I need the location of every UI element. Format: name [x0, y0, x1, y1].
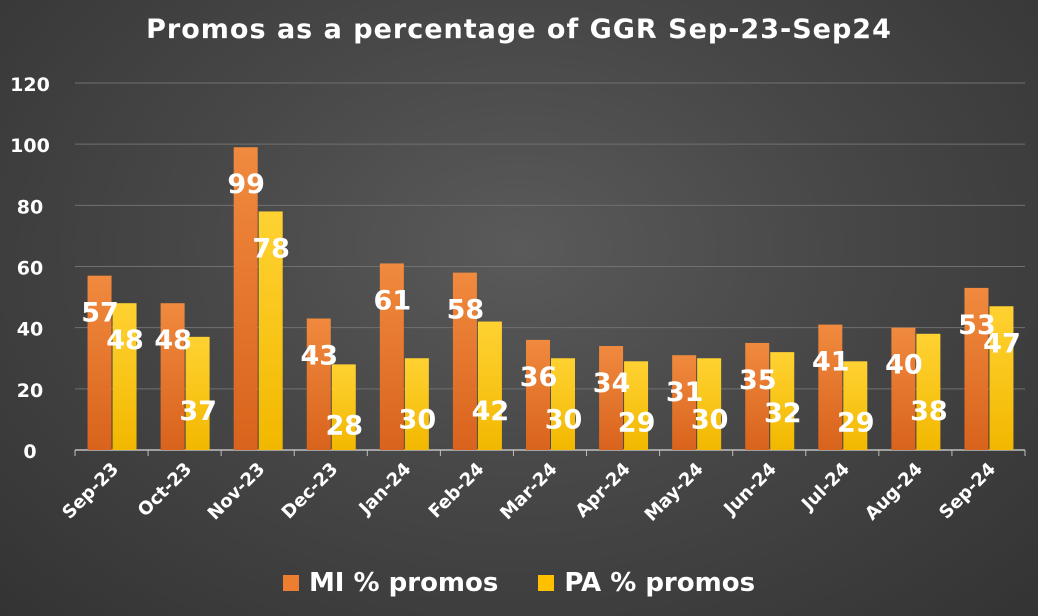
bar-pa [843, 361, 868, 450]
y-tick-label: 40 [17, 319, 43, 341]
bar-mi [87, 275, 112, 450]
x-tick-label: Apr-24 [572, 459, 635, 522]
bar-pa [258, 211, 283, 450]
data-label-mi: 34 [593, 368, 631, 399]
legend-item-mi: MI % promos [282, 568, 499, 598]
bar-pa [697, 358, 722, 450]
data-label-mi: 35 [739, 365, 777, 396]
bar-pa [916, 333, 941, 450]
data-label-pa: 38 [910, 396, 948, 427]
data-label-pa: 30 [691, 404, 729, 435]
bar-mi [891, 327, 916, 450]
y-tick-label: 120 [10, 74, 50, 96]
data-label-mi: 99 [227, 169, 265, 200]
bar-pa [770, 352, 795, 450]
legend-label-pa: PA % promos [564, 568, 756, 598]
bar-pa [185, 336, 210, 450]
x-tick-label: Jun-24 [719, 459, 781, 521]
x-tick-label: Jul-24 [796, 459, 853, 516]
legend: MI % promos PA % promos [0, 568, 1038, 598]
data-label-mi: 43 [300, 340, 338, 371]
y-tick-label: 100 [10, 135, 50, 157]
y-tick-label: 0 [23, 441, 36, 463]
data-label-pa: 30 [399, 404, 437, 435]
bar-mi [599, 346, 624, 450]
bar-mi [964, 287, 989, 450]
data-label-mi: 41 [812, 347, 850, 378]
x-tick-label: May-24 [641, 459, 708, 526]
bar-mi [452, 272, 477, 450]
bar-pa [331, 364, 356, 450]
data-label-mi: 31 [666, 377, 704, 408]
y-tick-label: 80 [17, 196, 43, 218]
data-label-pa: 29 [837, 407, 875, 438]
x-tick-label: Feb-24 [425, 459, 489, 523]
bar-pa [989, 306, 1014, 450]
x-tick-label: Oct-23 [134, 459, 196, 521]
data-label-mi: 58 [447, 295, 485, 326]
bars [87, 147, 1014, 450]
legend-swatch-pa [538, 575, 555, 591]
data-label-mi: 36 [520, 362, 558, 393]
data-label-pa: 42 [472, 396, 510, 427]
chart-title: Promos as a percentage of GGR Sep-23-Sep… [146, 14, 892, 45]
bar-pa [112, 303, 137, 450]
bar-mi [306, 318, 331, 450]
bar-mi [745, 342, 770, 450]
data-label-mi: 48 [154, 325, 192, 356]
bar-pa [477, 321, 502, 450]
data-label-pa: 29 [618, 407, 656, 438]
data-label-mi: 53 [958, 310, 996, 341]
data-label-pa: 30 [545, 404, 583, 435]
data-label-mi: 57 [81, 298, 119, 329]
x-axis-ticks: Sep-23 Oct-23 Nov-23 Dec-23 Jan-24 Feb-24 Mar-… [58, 450, 1026, 526]
data-label-pa: 28 [325, 410, 363, 441]
x-tick-label: Nov-23 [204, 459, 270, 525]
data-label-pa: 78 [252, 233, 290, 264]
data-label-mi: 61 [374, 285, 412, 316]
data-label-pa: 37 [179, 396, 217, 427]
bar-mi [379, 263, 404, 450]
y-tick-label: 20 [17, 380, 43, 402]
data-label-pa: 47 [983, 328, 1021, 359]
legend-swatch-mi [282, 575, 299, 591]
bar-pa [551, 358, 575, 450]
x-tick-label: Sep-24 [935, 459, 1000, 524]
y-axis-ticks: 0 20 40 60 80 100 120 [10, 74, 50, 463]
x-tick-label: Dec-23 [278, 459, 343, 524]
x-tick-label: Mar-24 [496, 459, 561, 524]
bar-mi [526, 339, 550, 450]
bar-mi [160, 303, 185, 450]
y-tick-label: 60 [17, 258, 43, 280]
bar-mi [818, 324, 843, 450]
bar-mi [672, 355, 697, 450]
x-tick-label: Sep-23 [58, 459, 123, 524]
data-label-mi: 40 [885, 350, 923, 381]
legend-label-mi: MI % promos [308, 568, 499, 598]
x-tick-label: Jan-24 [354, 459, 416, 521]
data-label-pa: 48 [106, 325, 144, 356]
data-label-pa: 32 [764, 398, 802, 429]
bar-pa [404, 358, 429, 450]
bar-pa [624, 361, 649, 450]
legend-item-pa: PA % promos [538, 568, 755, 598]
bar-mi [233, 147, 258, 450]
x-tick-label: Aug-24 [861, 459, 927, 525]
